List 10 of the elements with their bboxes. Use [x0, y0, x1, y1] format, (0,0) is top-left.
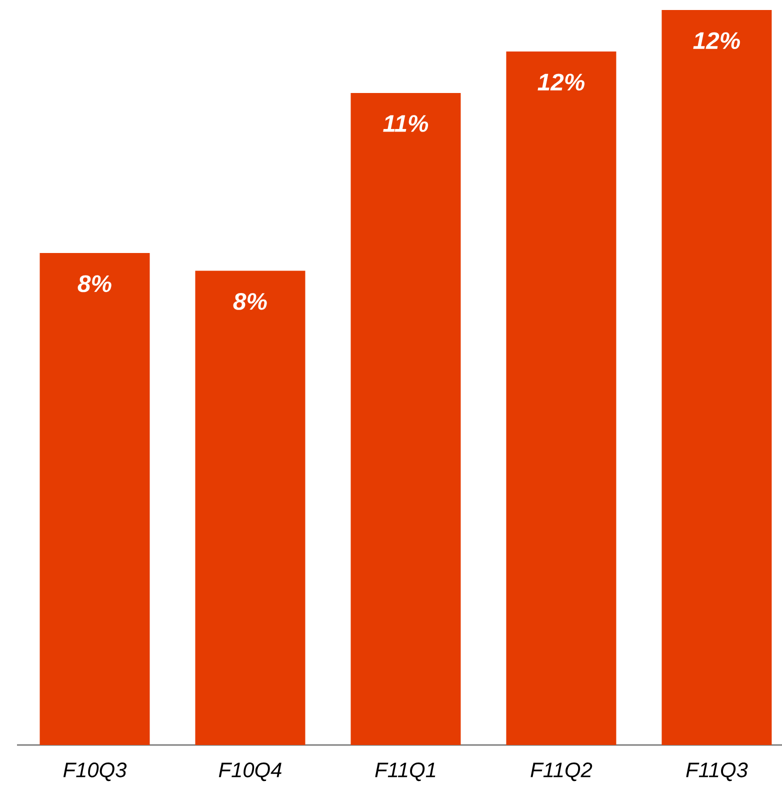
x-tick-label: F11Q3 — [686, 762, 748, 782]
data-label: 12% — [538, 74, 584, 91]
x-tick-label: F10Q4 — [218, 762, 282, 782]
x-tick-label: F10Q3 — [63, 762, 127, 782]
x-tick-label: F11Q1 — [375, 762, 436, 782]
data-label: 12% — [693, 32, 740, 50]
data-label: 8% — [78, 275, 112, 292]
x-tick-label: F11Q2 — [530, 762, 592, 782]
data-label: 11% — [383, 115, 428, 132]
data-label: 8% — [233, 292, 267, 310]
